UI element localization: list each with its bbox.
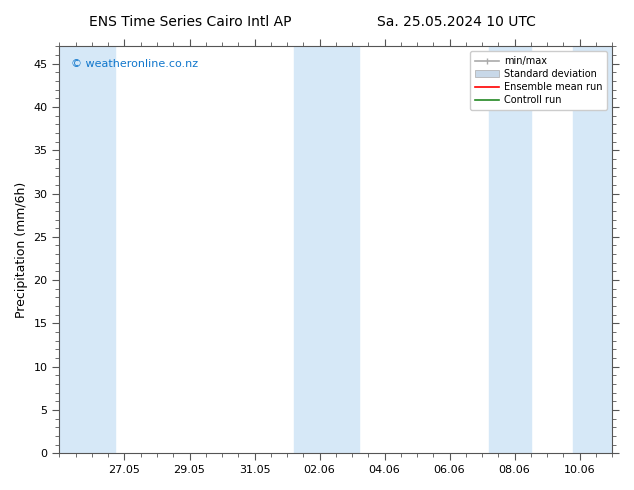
Legend: min/max, Standard deviation, Ensemble mean run, Controll run: min/max, Standard deviation, Ensemble me… (470, 51, 607, 110)
Text: Sa. 25.05.2024 10 UTC: Sa. 25.05.2024 10 UTC (377, 15, 536, 29)
Bar (320, 47, 358, 453)
Bar (489, 47, 531, 453)
Y-axis label: Precipitation (mm/6h): Precipitation (mm/6h) (15, 182, 28, 318)
Text: ENS Time Series Cairo Intl AP: ENS Time Series Cairo Intl AP (89, 15, 292, 29)
Bar (60, 47, 115, 453)
Bar (573, 47, 612, 453)
Bar (294, 47, 326, 453)
Text: © weatheronline.co.nz: © weatheronline.co.nz (70, 59, 198, 69)
